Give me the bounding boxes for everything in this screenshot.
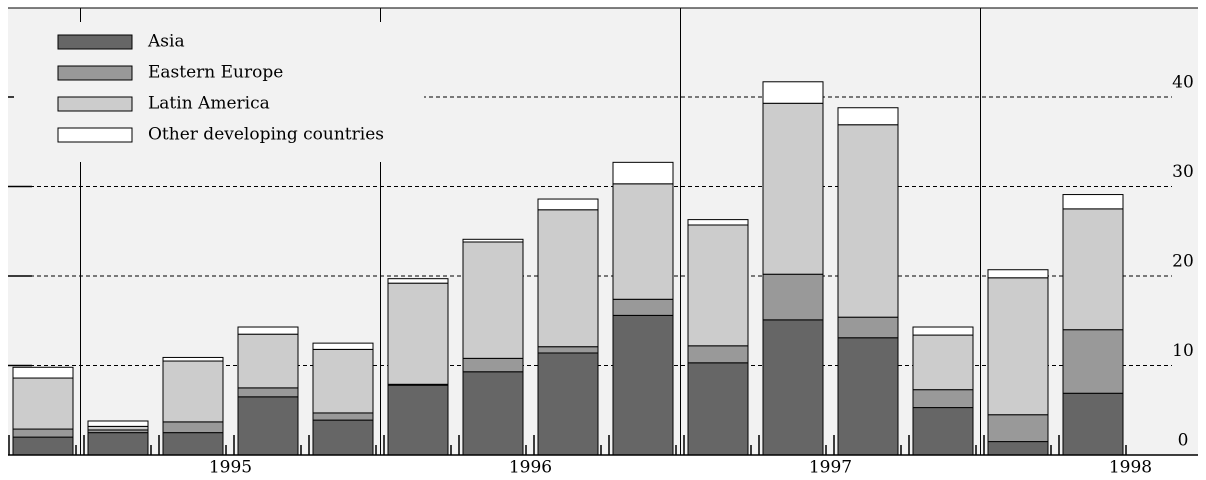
bar-segment [387, 384, 449, 456]
bar-segment [312, 342, 374, 350]
bar-segment [237, 326, 299, 335]
bar-segment [612, 298, 674, 316]
bar-segment [237, 387, 299, 398]
legend-label: Latin America [148, 94, 270, 114]
bar-segment [312, 412, 374, 421]
bar-segment [12, 366, 74, 379]
bar-segment [912, 334, 974, 391]
bar-segment [537, 209, 599, 348]
legend-swatch [57, 127, 133, 143]
bar-segment [387, 282, 449, 385]
bar-segment [237, 396, 299, 456]
x-year-label: 1995 [209, 458, 252, 478]
bar-segment [912, 389, 974, 409]
bar-segment [987, 441, 1049, 456]
y-tick-label: 0 [1178, 431, 1189, 451]
bar-segment [312, 419, 374, 456]
bar-segment [87, 425, 149, 431]
legend-label: Eastern Europe [148, 63, 283, 83]
bar-segment [162, 421, 224, 434]
x-year-label: 1998 [1109, 458, 1152, 478]
bar-segment [762, 102, 824, 275]
bar-segment [162, 432, 224, 456]
bar-segment [1062, 329, 1124, 394]
bar-segment [837, 107, 899, 126]
bar-segment [687, 362, 749, 456]
bar-segment [762, 81, 824, 104]
bar-segment [912, 326, 974, 336]
bar-segment [687, 219, 749, 226]
bar-segment [987, 269, 1049, 279]
bar-segment [12, 436, 74, 456]
bar-segment [312, 348, 374, 414]
bar-segment [462, 357, 524, 373]
bar-segment [837, 337, 899, 456]
legend-swatch [57, 34, 133, 50]
bar-segment [687, 224, 749, 347]
y-tick-label: 20 [1172, 252, 1194, 272]
bar-segment [912, 407, 974, 456]
bar-segment [837, 316, 899, 339]
y-tick-label: 10 [1172, 341, 1194, 361]
bar-segment [762, 273, 824, 321]
bar-segment [762, 319, 824, 456]
bar-segment [537, 346, 599, 354]
bar-segment [387, 278, 449, 284]
bar-segment [987, 414, 1049, 443]
bar-segment [537, 352, 599, 456]
bar-segment [462, 371, 524, 456]
x-year-label: 1996 [509, 458, 552, 478]
legend-swatch [57, 96, 133, 112]
bar-segment [837, 124, 899, 318]
bar-segment [612, 161, 674, 185]
legend-swatch [57, 65, 133, 81]
y-tick-label: 40 [1172, 73, 1194, 93]
bar-segment [1062, 194, 1124, 210]
bar-segment [612, 183, 674, 300]
x-year-label: 1997 [809, 458, 852, 478]
bar-segment [462, 241, 524, 359]
bar-segment [987, 277, 1049, 416]
bar-segment [162, 360, 224, 423]
bar-segment [537, 198, 599, 211]
bar-segment [12, 428, 74, 438]
bar-segment [1062, 392, 1124, 456]
bar-segment [462, 238, 524, 243]
bar-segment [87, 432, 149, 456]
bar-segment [162, 356, 224, 362]
bar-segment [1062, 208, 1124, 331]
bar-segment [612, 314, 674, 456]
legend-label: Asia [147, 32, 185, 52]
bar-segment [12, 377, 74, 430]
bar-segment [237, 333, 299, 389]
bar-segment [687, 345, 749, 364]
legend-label: Other developing countries [148, 125, 384, 145]
bar-segment [87, 420, 149, 427]
y-tick-label: 30 [1172, 162, 1194, 182]
